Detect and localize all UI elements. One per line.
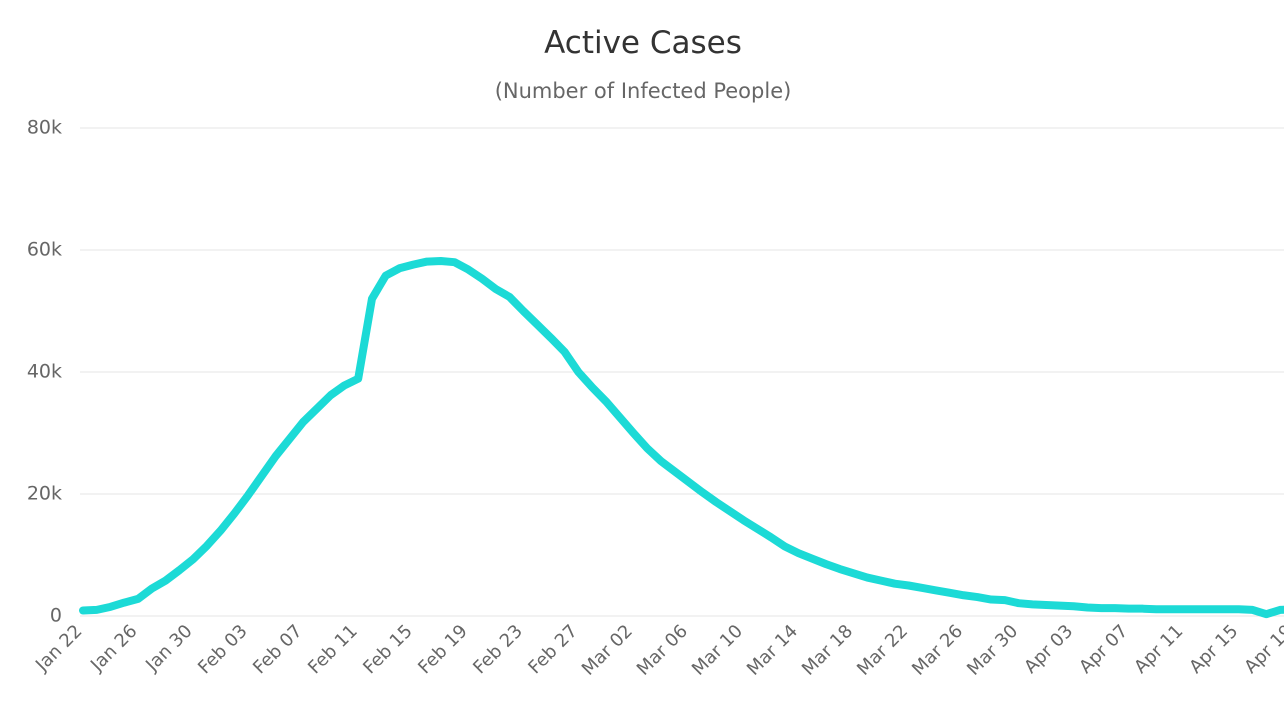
x-tick-label: Apr 03 [1020,621,1077,678]
x-tick-label: Apr 19 [1240,621,1284,678]
y-tick-label: 60k [27,239,62,261]
chart-title: Active Cases [544,25,742,61]
x-tick-label: Apr 15 [1185,621,1242,678]
x-tick-label: Feb 11 [304,621,362,679]
x-tick-label: Jan 30 [141,621,196,676]
x-tick-label: Apr 07 [1075,621,1132,678]
x-tick-label: Mar 22 [853,621,912,680]
y-tick-label: 80k [27,117,62,139]
x-tick-label: Jan 22 [31,621,86,676]
y-tick-label: 20k [27,483,62,505]
x-tick-label: Mar 18 [798,621,857,680]
x-tick-label: Feb 15 [359,621,417,679]
x-tick-label: Mar 10 [688,621,747,680]
x-tick-label: Mar 26 [908,621,967,680]
x-tick-label: Feb 23 [469,621,527,679]
x-tick-label: Feb 07 [249,621,307,679]
x-tick-label: Feb 19 [414,621,472,679]
x-tick-label: Mar 02 [578,621,637,680]
x-tick-label: Jan 26 [86,621,141,676]
x-tick-label: Apr 11 [1130,621,1187,678]
y-tick-label: 40k [27,361,62,383]
x-tick-label: Feb 03 [194,621,252,679]
data-line [79,256,1284,619]
y-tick-label: 0 [50,605,62,627]
x-tick-label: Mar 14 [743,621,802,680]
x-tick-label: Feb 27 [524,621,582,679]
x-tick-label: Mar 30 [963,621,1022,680]
chart-subtitle: (Number of Infected People) [495,79,792,103]
x-tick-label: Mar 06 [633,621,692,680]
